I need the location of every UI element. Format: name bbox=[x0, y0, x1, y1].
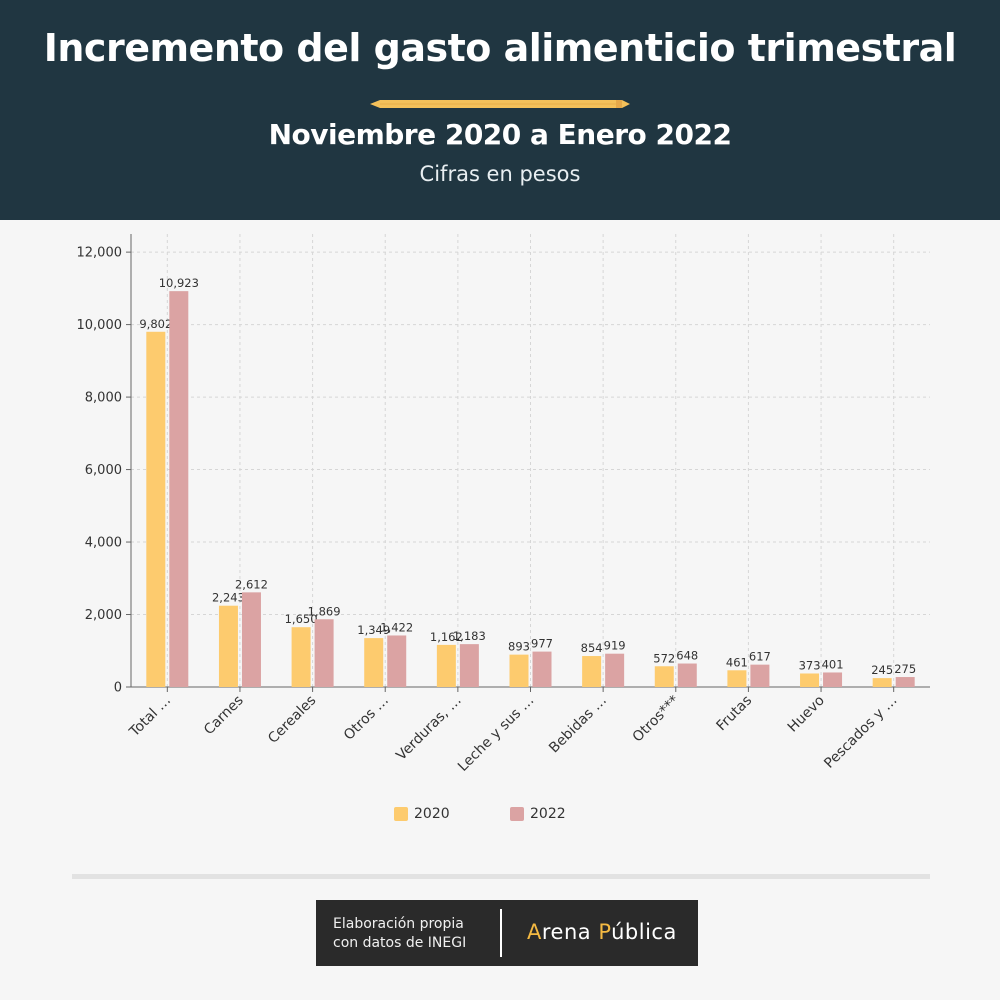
bar-2020[interactable] bbox=[146, 331, 166, 687]
pencil-divider-icon bbox=[370, 100, 630, 108]
credit-line-1: Elaboración propia bbox=[333, 916, 464, 932]
y-tick-label: 2,000 bbox=[85, 608, 122, 623]
data-label: 648 bbox=[676, 649, 698, 663]
y-tick-label: 8,000 bbox=[85, 391, 122, 406]
y-tick-label: 6,000 bbox=[85, 463, 122, 478]
bar-2022[interactable] bbox=[895, 677, 915, 687]
data-label: 893 bbox=[508, 640, 530, 654]
bar-2020[interactable] bbox=[364, 638, 384, 687]
data-label: 9,802 bbox=[139, 317, 172, 331]
data-label: 245 bbox=[871, 663, 893, 677]
bar-2022[interactable] bbox=[314, 619, 334, 687]
bar-2022[interactable] bbox=[241, 592, 261, 687]
y-tick-label: 12,000 bbox=[77, 246, 123, 261]
bar-2022[interactable] bbox=[605, 653, 625, 687]
credit-line-2: con datos de INEGI bbox=[333, 935, 467, 951]
y-tick-label: 10,000 bbox=[77, 318, 123, 333]
data-label: 10,923 bbox=[159, 276, 199, 290]
x-tick-label: Otros*** bbox=[630, 693, 683, 746]
legend-swatch-2020 bbox=[394, 807, 408, 821]
bar-2020[interactable] bbox=[654, 666, 674, 687]
bar-2022[interactable] bbox=[677, 663, 697, 687]
data-label: 373 bbox=[799, 658, 821, 672]
chart-title: Incremento del gasto alimenticio trimest… bbox=[43, 26, 957, 70]
bar-2020[interactable] bbox=[582, 656, 602, 687]
legend-item-2022[interactable]: 2022 bbox=[510, 806, 566, 822]
x-tick-label: Frutas bbox=[713, 693, 755, 735]
data-label: 572 bbox=[653, 651, 675, 665]
x-tick-label: Bebidas … bbox=[546, 693, 610, 757]
chart-units: Cifras en pesos bbox=[419, 162, 581, 186]
data-label: 1,422 bbox=[380, 620, 413, 634]
data-label: 1,162 bbox=[430, 630, 463, 644]
data-label: 2,612 bbox=[235, 577, 268, 591]
legend-item-2020[interactable]: 2020 bbox=[394, 806, 450, 822]
data-label: 1,869 bbox=[308, 604, 341, 618]
bar-2020[interactable] bbox=[509, 654, 529, 687]
x-tick-label: Huevo bbox=[785, 693, 828, 736]
y-tick-label: 4,000 bbox=[85, 536, 122, 551]
x-tick-label: Verduras, … bbox=[393, 693, 464, 764]
data-label: 2,243 bbox=[212, 591, 245, 605]
legend: 2020 2022 bbox=[0, 806, 1000, 826]
credit-separator bbox=[500, 909, 502, 957]
data-label: 1,349 bbox=[357, 623, 390, 637]
legend-label-2022: 2022 bbox=[530, 806, 566, 822]
bar-2020[interactable] bbox=[872, 678, 892, 687]
x-tick-label: Pescados y … bbox=[821, 693, 900, 772]
credit-box: Elaboración propia con datos de INEGI Ar… bbox=[316, 900, 698, 966]
bar-2022[interactable] bbox=[387, 635, 407, 687]
bar-2022[interactable] bbox=[750, 664, 770, 687]
x-tick-label: Total … bbox=[126, 693, 174, 741]
data-label: 461 bbox=[726, 655, 748, 669]
bar-2022[interactable] bbox=[169, 291, 189, 687]
x-tick-label: Carnes bbox=[201, 693, 247, 739]
data-label: 275 bbox=[894, 662, 916, 676]
legend-swatch-2022 bbox=[510, 807, 524, 821]
credit-text: Elaboración propia con datos de INEGI bbox=[333, 915, 466, 953]
bar-2022[interactable] bbox=[532, 651, 552, 687]
x-tick-label: Otros … bbox=[341, 693, 392, 744]
bar-chart: 0 2,000 4,000 6,000 8,000 10,000 12,000 9,802 10… bbox=[77, 234, 930, 775]
footer-divider bbox=[72, 874, 930, 879]
bar-2020[interactable] bbox=[218, 605, 238, 687]
data-label: 1,650 bbox=[285, 612, 318, 626]
bar-2022[interactable] bbox=[459, 644, 479, 687]
bar-2020[interactable] bbox=[727, 670, 747, 687]
data-label: 977 bbox=[531, 637, 553, 651]
bar-2020[interactable] bbox=[800, 673, 820, 687]
header: Incremento del gasto alimenticio trimest… bbox=[0, 0, 1000, 220]
data-label: 401 bbox=[822, 657, 844, 671]
bar-2020[interactable] bbox=[436, 644, 456, 687]
chart-subtitle: Noviembre 2020 a Enero 2022 bbox=[268, 118, 732, 151]
data-label: 1,183 bbox=[453, 629, 486, 643]
x-tick-label: Leche y sus … bbox=[455, 693, 537, 775]
y-tick-label: 0 bbox=[114, 681, 122, 696]
data-label: 919 bbox=[604, 639, 626, 653]
data-label: 617 bbox=[749, 650, 771, 664]
data-label: 854 bbox=[581, 641, 603, 655]
x-tick-label: Cereales bbox=[265, 693, 319, 747]
legend-label-2020: 2020 bbox=[414, 806, 450, 822]
brand-logo: Arena Pública bbox=[527, 920, 677, 944]
bar-2020[interactable] bbox=[291, 627, 311, 687]
bar-2022[interactable] bbox=[823, 672, 843, 687]
